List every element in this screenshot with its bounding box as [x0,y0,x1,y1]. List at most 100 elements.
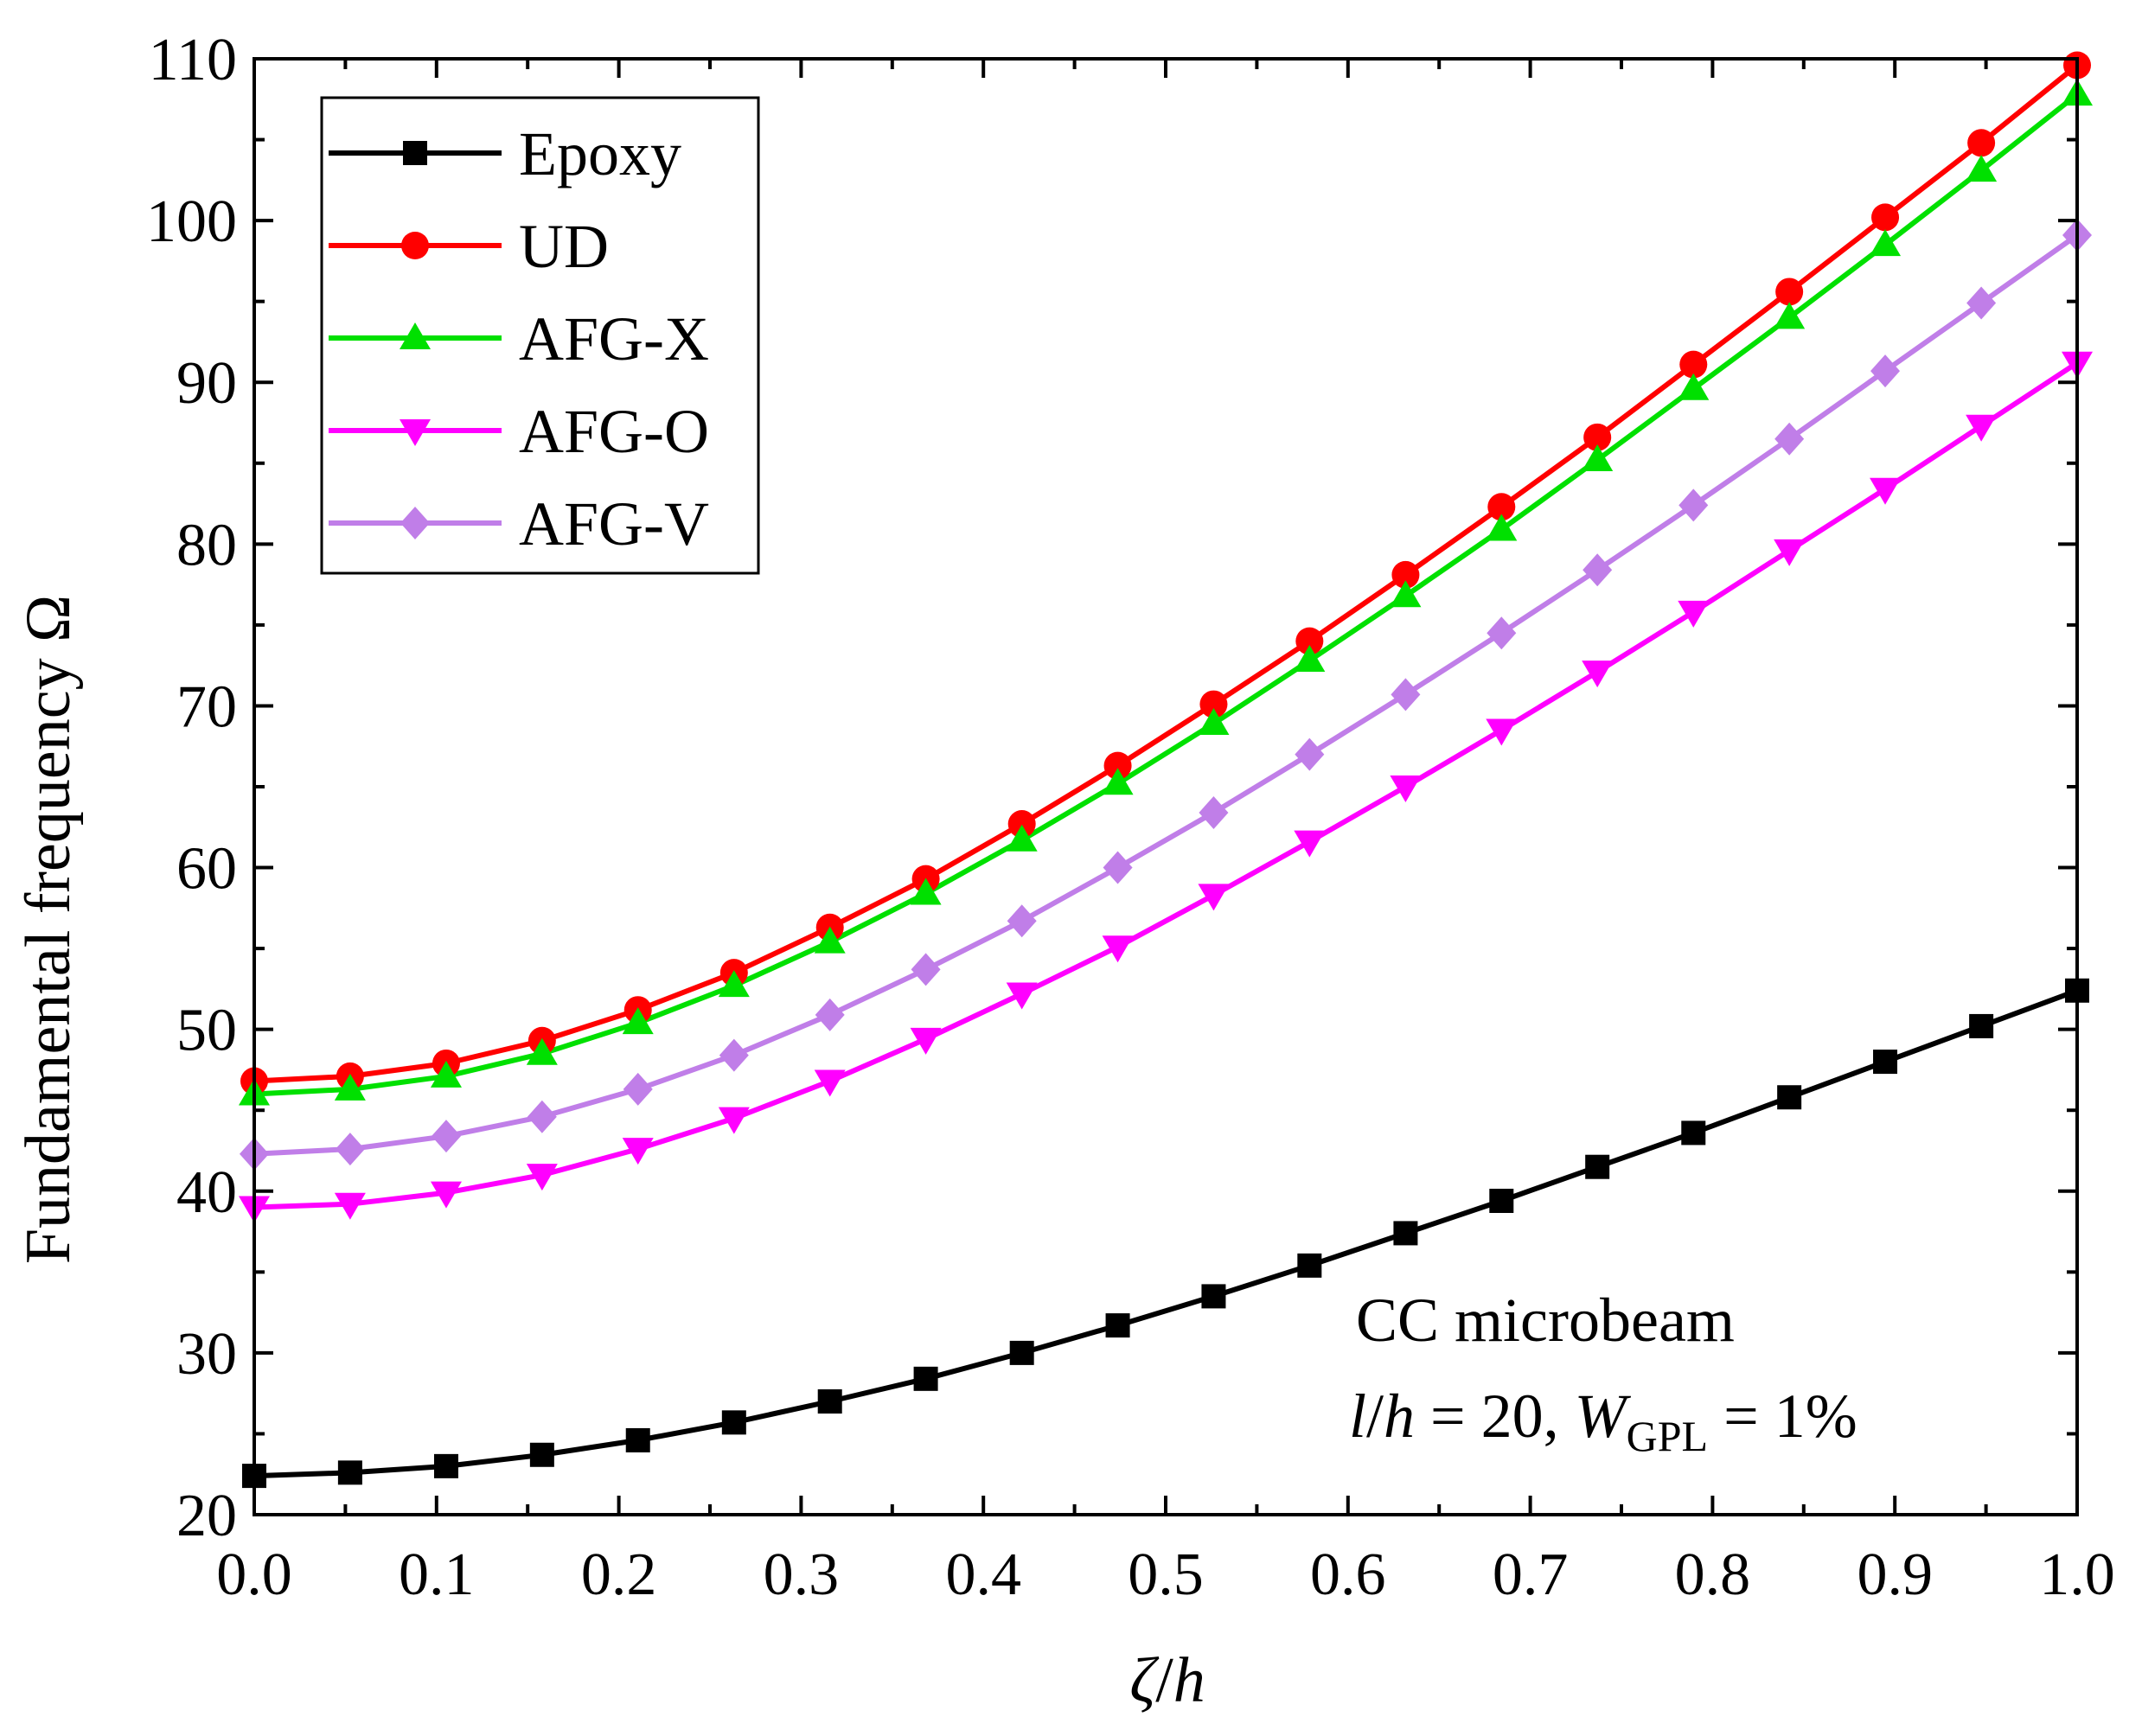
data-point-epoxy-7 [913,1366,938,1391]
data-point-afg-o-18 [1966,414,1998,442]
data-point-afg-v-3 [527,1100,557,1133]
data-point-afg-o-1 [334,1192,366,1220]
data-point-epoxy-1 [337,1460,362,1485]
data-point-afg-v-15 [1678,488,1709,522]
data-point-ud-14 [1583,423,1612,451]
x-tick-label-3: 0.3 [764,1541,840,1608]
y-tick-label-7: 90 [176,350,237,417]
data-point-afg-v-9 [1103,851,1133,884]
legend-label-afg-x: AFG-X [519,304,709,373]
x-tick-label-4: 0.4 [945,1541,1021,1608]
data-point-ud-15 [1679,350,1708,379]
series-markers [239,51,2093,1489]
data-point-afg-o-5 [718,1107,750,1134]
data-point-afg-x-13 [1486,514,1518,541]
legend-label-afg-o: AFG-O [519,397,709,466]
data-point-afg-o-16 [1774,539,1806,566]
legend-marker-afg-o [400,419,431,446]
data-point-afg-v-17 [1870,354,1901,388]
tick-marks [253,57,2079,1516]
data-point-afg-x-5 [718,970,750,998]
data-point-ud-13 [1487,493,1516,521]
x-tick-label-6: 0.6 [1310,1541,1386,1608]
legend-entry-afg-o: AFG-O [329,397,709,466]
data-point-afg-o-15 [1678,600,1710,628]
series-line-afg-o [253,361,2079,1210]
data-point-afg-x-12 [1390,580,1422,608]
data-point-epoxy-3 [529,1442,554,1467]
data-point-epoxy-4 [625,1427,650,1452]
series-lines [253,63,2079,1479]
data-point-epoxy-17 [1873,1050,1898,1075]
data-point-afg-o-14 [1582,661,1614,688]
y-tick-label-6: 80 [176,512,237,578]
data-point-afg-o-7 [910,1027,942,1055]
data-point-afg-x-14 [1582,444,1614,472]
data-point-afg-x-6 [814,926,846,954]
data-point-epoxy-9 [1105,1313,1130,1338]
data-point-afg-v-2 [431,1120,461,1153]
data-point-epoxy-2 [433,1453,458,1478]
y-tick-label-3: 50 [176,998,237,1064]
data-point-afg-o-3 [526,1164,558,1191]
annotation-line1: CC microbeam [1356,1286,1735,1355]
data-point-epoxy-5 [721,1410,746,1435]
y-tick-label-8: 100 [146,188,237,255]
data-point-afg-o-11 [1294,830,1326,858]
data-point-ud-10 [1199,690,1228,718]
data-point-afg-x-9 [1102,768,1134,795]
data-point-epoxy-11 [1297,1253,1322,1278]
y-tick-label-9: 110 [149,27,237,93]
data-point-epoxy-13 [1489,1189,1514,1214]
tick-labels: 0.0 0.1 0.2 0.3 0.4 0.5 0.6 0.7 0.8 0.9 1.0 20 30 40 5… [146,27,2115,1608]
y-tick-label-4: 60 [176,836,237,903]
data-point-afg-v-6 [815,998,845,1031]
y-tick-label-1: 30 [176,1321,237,1388]
data-point-afg-x-2 [430,1060,462,1088]
annotation-end: = 1% [1708,1382,1857,1451]
data-point-epoxy-12 [1393,1221,1418,1246]
data-point-afg-x-3 [526,1037,558,1065]
data-point-afg-v-1 [335,1133,365,1166]
data-point-afg-v-14 [1583,553,1613,587]
data-point-ud-17 [1871,203,1900,232]
data-point-afg-v-13 [1487,616,1517,650]
data-point-afg-x-15 [1678,373,1710,400]
data-point-afg-v-18 [1966,286,1997,320]
data-point-afg-v-16 [1774,422,1805,456]
data-point-epoxy-6 [817,1389,842,1414]
data-point-afg-x-4 [622,1007,654,1035]
x-axis-title-sep: / [1155,1645,1173,1716]
x-tick-label-2: 0.2 [581,1541,657,1608]
data-point-afg-o-8 [1006,982,1038,1010]
data-point-afg-o-17 [1870,477,1902,505]
annotation-var-w: W [1575,1382,1632,1451]
data-point-ud-16 [1775,278,1804,306]
data-point-afg-x-16 [1774,302,1806,329]
legend-label-epoxy: Epoxy [519,119,681,188]
data-point-epoxy-10 [1201,1284,1226,1309]
data-point-afg-v-11 [1295,737,1325,771]
data-point-ud-11 [1295,627,1324,655]
legend-entries: Epoxy UD AFG-X AFG-O AFG-V [329,119,709,558]
y-tick-label-2: 40 [176,1159,237,1226]
data-point-ud-8 [1007,810,1036,839]
data-point-ud-18 [1967,129,1996,157]
data-point-afg-o-10 [1198,884,1230,911]
y-tick-label-5: 70 [176,673,237,740]
x-axis-title: ζ/h [1129,1645,1205,1716]
x-tick-label-9: 0.9 [1857,1541,1933,1608]
legend-label-ud: UD [519,212,609,281]
annotation: CC microbeam l/h = 20, WGPL = 1% [1349,1286,1857,1460]
y-axis-title-space [13,642,84,659]
data-point-afg-o-6 [814,1069,846,1097]
data-point-epoxy-8 [1009,1340,1034,1365]
y-axis-title-text: Fundamental frequency [13,658,84,1264]
legend-marker-afg-x [400,322,431,349]
y-axis-title: Fundamental frequency Ω [13,595,84,1264]
data-point-epoxy-18 [1969,1013,1994,1038]
annotation-var-l: l [1349,1382,1366,1451]
data-point-afg-v-12 [1391,678,1421,712]
data-point-afg-o-13 [1486,718,1518,746]
